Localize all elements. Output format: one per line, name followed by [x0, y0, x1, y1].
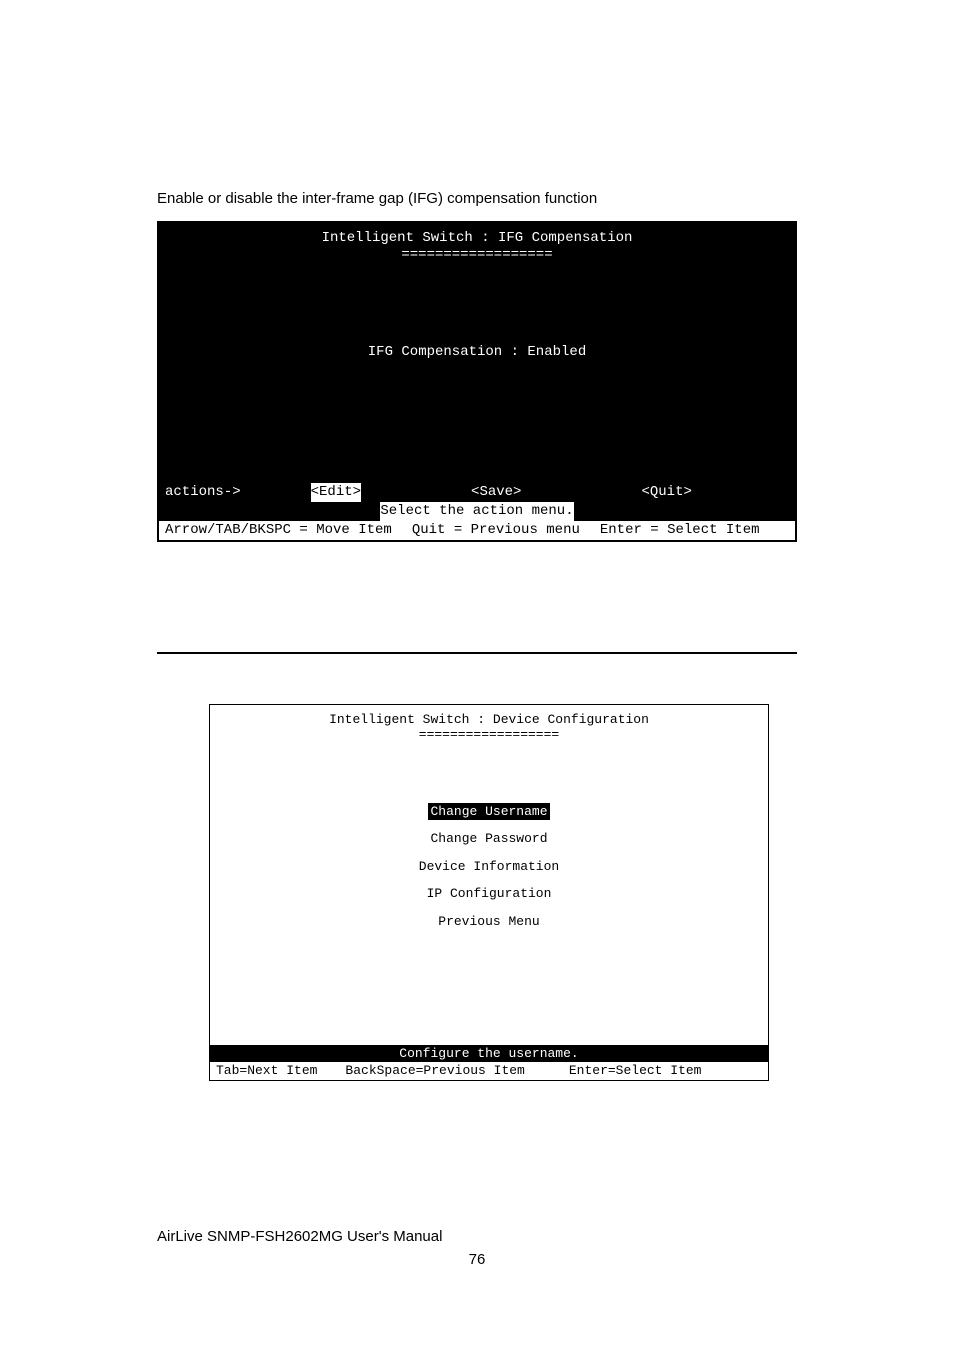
term2-underline: ================== — [210, 726, 768, 744]
edit-action[interactable]: <Edit> — [311, 483, 361, 502]
menu-previous-menu[interactable]: Previous Menu — [438, 914, 539, 929]
section-divider — [157, 652, 797, 654]
save-action[interactable]: <Save> — [471, 483, 521, 502]
term2-help2-a: Tab=Next Item — [216, 1062, 317, 1080]
menu-ip-configuration[interactable]: IP Configuration — [427, 886, 552, 901]
caption-text: Enable or disable the inter-frame gap (I… — [157, 190, 797, 207]
menu-change-username[interactable]: Change Username — [428, 803, 549, 821]
term2-help1: Configure the username. — [210, 1045, 768, 1063]
term1-setting: IFG Compensation : Enabled — [159, 343, 795, 362]
term1-help2-b: Quit = Previous menu — [412, 521, 580, 540]
footer-page-number: 76 — [157, 1251, 797, 1268]
term1-underline: ================== — [159, 246, 795, 265]
terminal-device-config: Intelligent Switch : Device Configuratio… — [209, 704, 769, 1081]
menu-device-information[interactable]: Device Information — [419, 859, 559, 874]
footer-manual-title: AirLive SNMP-FSH2602MG User's Manual — [157, 1228, 797, 1245]
terminal-ifg: Intelligent Switch : IFG Compensation ==… — [157, 221, 797, 542]
term2-help2-c: Enter=Select Item — [569, 1062, 702, 1080]
term2-help2-b: BackSpace=Previous Item — [345, 1062, 524, 1080]
term1-help2-c: Enter = Select Item — [600, 521, 760, 540]
term2-title: Intelligent Switch : Device Configuratio… — [210, 705, 768, 729]
term1-title: Intelligent Switch : IFG Compensation — [159, 223, 795, 248]
actions-label: actions-> — [165, 483, 241, 502]
quit-action[interactable]: <Quit> — [641, 483, 691, 502]
term1-help1: Select the action menu. — [380, 502, 573, 521]
menu-change-password[interactable]: Change Password — [430, 831, 547, 846]
term1-help2-a: Arrow/TAB/BKSPC = Move Item — [165, 521, 392, 540]
